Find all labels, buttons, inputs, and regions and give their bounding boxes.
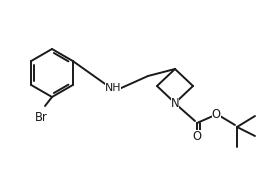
- Text: O: O: [211, 108, 221, 121]
- Text: N: N: [171, 96, 179, 109]
- Text: Br: Br: [35, 111, 47, 124]
- Text: NH: NH: [105, 83, 121, 93]
- Text: O: O: [193, 130, 202, 143]
